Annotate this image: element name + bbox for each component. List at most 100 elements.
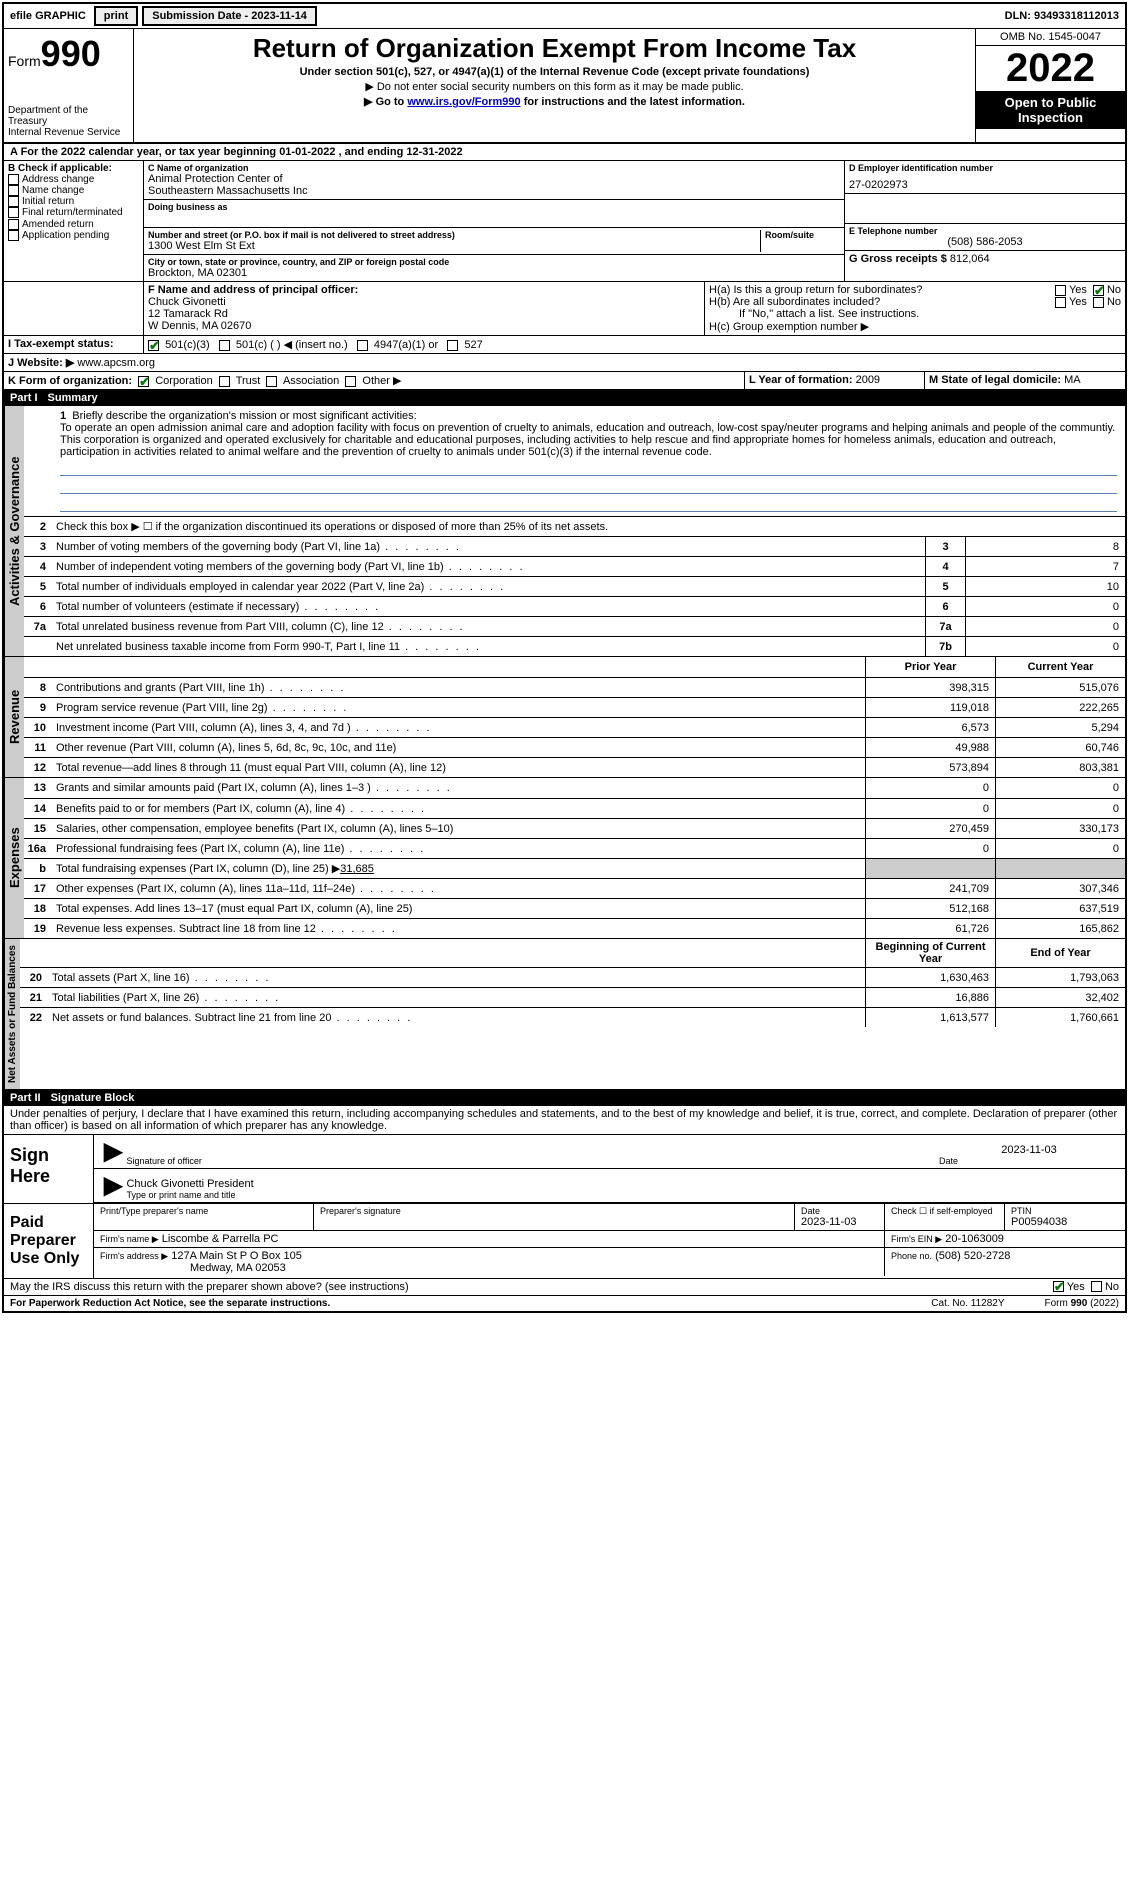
form-number: Form990: [8, 33, 129, 75]
exp-side-label: Expenses: [4, 778, 24, 938]
net-side-label: Net Assets or Fund Balances: [4, 939, 20, 1089]
header-mid: Return of Organization Exempt From Incom…: [134, 29, 975, 142]
l-val: 2009: [856, 374, 880, 386]
org-name-lbl: C Name of organization: [148, 163, 840, 173]
l3: Number of voting members of the governin…: [52, 539, 925, 555]
prep-row-1: Print/Type preparer's name Preparer's si…: [94, 1204, 1125, 1230]
m-val: MA: [1064, 374, 1081, 386]
firm-lbl: Firm's name ▶: [100, 1234, 159, 1244]
chk-527[interactable]: [447, 340, 458, 351]
col-current: Current Year: [995, 657, 1125, 677]
i-lbl: I Tax-exempt status:: [4, 336, 144, 353]
f-addr2: W Dennis, MA 02670: [148, 320, 700, 332]
fein-lbl: Firm's EIN ▶: [891, 1234, 942, 1244]
part1-header: Part I Summary: [4, 390, 1125, 406]
sig-name-val: Chuck Givonetti President: [126, 1178, 1119, 1190]
chk-501c[interactable]: [219, 340, 230, 351]
sign-here-label: Sign Here: [4, 1135, 94, 1203]
dln-label: DLN: 93493318112013: [999, 8, 1125, 24]
paid-prep-label: Paid Preparer Use Only: [4, 1204, 94, 1278]
chk-amended[interactable]: Amended return: [8, 219, 139, 230]
l5: Total number of individuals employed in …: [52, 579, 925, 595]
l14: Benefits paid to or for members (Part IX…: [52, 801, 865, 817]
omb-number: OMB No. 1545-0047: [976, 29, 1125, 46]
chk-pending[interactable]: Application pending: [8, 230, 139, 241]
c19: 165,862: [995, 919, 1125, 938]
sig-section: Under penalties of perjury, I declare th…: [4, 1106, 1125, 1296]
col-prior: Prior Year: [865, 657, 995, 677]
rev-section: Revenue Prior YearCurrent Year 8Contribu…: [4, 657, 1125, 778]
chk-501c3[interactable]: [148, 340, 159, 351]
header-right: OMB No. 1545-0047 2022 Open to Public In…: [975, 29, 1125, 142]
discuss-yes[interactable]: [1053, 1281, 1064, 1292]
discuss-no[interactable]: [1091, 1281, 1102, 1292]
part1-title: Summary: [48, 392, 98, 404]
j-val: www.apcsm.org: [77, 357, 155, 369]
fein-val: 20-1063009: [945, 1233, 1004, 1245]
header-left: Form990 Department of the Treasury Inter…: [4, 29, 134, 142]
v6: 0: [965, 597, 1125, 616]
part2-no: Part II: [10, 1092, 51, 1104]
col-b-title: B Check if applicable:: [8, 163, 139, 174]
chk-corp[interactable]: [138, 376, 149, 387]
prep-row-3: Firm's address ▶ 127A Main St P O Box 10…: [94, 1247, 1125, 1276]
col-begin: Beginning of Current Year: [865, 939, 995, 967]
paid-prep-row: Paid Preparer Use Only Print/Type prepar…: [4, 1203, 1125, 1278]
chk-trust[interactable]: [219, 376, 230, 387]
psig-lbl: Preparer's signature: [320, 1206, 788, 1216]
l7a: Total unrelated business revenue from Pa…: [52, 619, 925, 635]
p8: 398,315: [865, 678, 995, 697]
print-button[interactable]: print: [94, 6, 138, 26]
ha-lbl: H(a) Is this a group return for subordin…: [709, 284, 1055, 296]
form-title: Return of Organization Exempt From Incom…: [138, 33, 971, 64]
c16a: 0: [995, 839, 1125, 858]
pdate-val: 2023-11-03: [801, 1216, 878, 1228]
identity-block: B Check if applicable: Address change Na…: [4, 161, 1125, 282]
room-lbl: Room/suite: [765, 230, 840, 240]
p19: 61,726: [865, 919, 995, 938]
ha-yes[interactable]: [1055, 285, 1066, 296]
chk-address[interactable]: Address change: [8, 174, 139, 185]
ha-no[interactable]: [1093, 285, 1104, 296]
c10: 5,294: [995, 718, 1125, 737]
tax-year: 2022: [976, 46, 1125, 91]
gross-val: 812,064: [950, 253, 990, 265]
chk-assoc[interactable]: [266, 376, 277, 387]
chk-name[interactable]: Name change: [8, 185, 139, 196]
b20: 1,630,463: [865, 968, 995, 987]
l16b: Total fundraising expenses (Part IX, col…: [52, 860, 865, 877]
l22: Net assets or fund balances. Subtract li…: [48, 1010, 865, 1026]
irs-label: Internal Revenue Service: [8, 127, 129, 138]
hb-lbl: H(b) Are all subordinates included?: [709, 296, 1055, 308]
arrow-icon: ▶: [100, 1171, 126, 1200]
l8: Contributions and grants (Part VIII, lin…: [52, 680, 865, 696]
chk-initial[interactable]: Initial return: [8, 196, 139, 207]
hb-yes[interactable]: [1055, 297, 1066, 308]
hb-no[interactable]: [1093, 297, 1104, 308]
l7b: Net unrelated business taxable income fr…: [52, 639, 925, 655]
line-1: 1 Briefly describe the organization's mi…: [24, 406, 1125, 516]
chk-final[interactable]: Final return/terminated: [8, 207, 139, 218]
org-name-2: Southeastern Massachusetts Inc: [148, 185, 840, 197]
l20: Total assets (Part X, line 16): [48, 970, 865, 986]
p14: 0: [865, 799, 995, 818]
line-a: A For the 2022 calendar year, or tax yea…: [4, 144, 1125, 161]
e20: 1,793,063: [995, 968, 1125, 987]
efile-label: efile GRAPHIC: [4, 8, 92, 24]
form-prefix: Form: [8, 53, 41, 69]
j-lbl: J Website: ▶: [8, 357, 74, 369]
instructions-link[interactable]: www.irs.gov/Form990: [407, 96, 520, 108]
chk-4947[interactable]: [357, 340, 368, 351]
org-name-row: C Name of organization Animal Protection…: [144, 161, 844, 200]
l16a: Professional fundraising fees (Part IX, …: [52, 841, 865, 857]
cell-f: F Name and address of principal officer:…: [144, 282, 705, 335]
c8: 515,076: [995, 678, 1125, 697]
p12: 573,894: [865, 758, 995, 777]
cell-blank: [4, 282, 144, 335]
footer-form: Form 990 (2022): [1045, 1298, 1120, 1309]
p16b: [865, 859, 995, 878]
submission-date-button[interactable]: Submission Date - 2023-11-14: [142, 6, 317, 26]
ptin-lbl: PTIN: [1011, 1206, 1119, 1216]
l-cell: L Year of formation: 2009: [745, 372, 925, 389]
chk-other[interactable]: [345, 376, 356, 387]
